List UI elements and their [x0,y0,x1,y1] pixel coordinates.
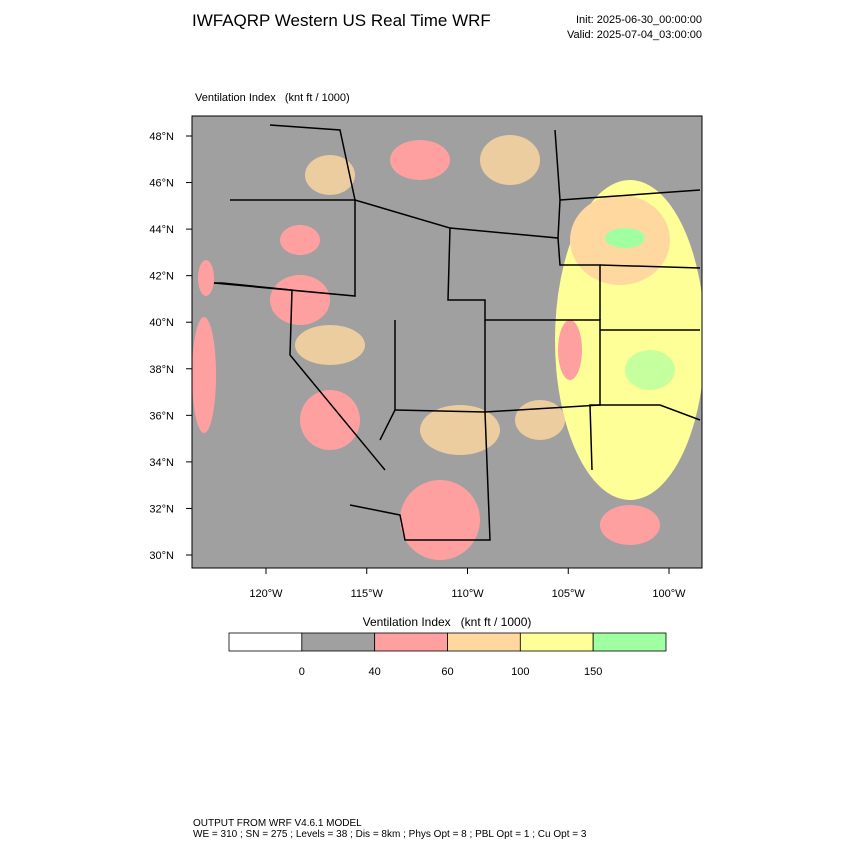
colorbar-tick-label: 100 [511,666,529,678]
lat-label: 48°N [149,131,174,143]
map-frame [191,115,703,569]
colorbar-segment [301,632,376,652]
colorbar-tick-label: 60 [441,666,453,678]
valid-time: Valid: 2025-07-04_03:00:00 [567,29,702,41]
footer-line: WE = 310 ; SN = 275 ; Levels = 38 ; Dis … [193,829,587,840]
footer-line: OUTPUT FROM WRF V4.6.1 MODEL [193,818,362,829]
colorbar-segment [519,632,594,652]
colorbar-tick-label: 0 [299,666,305,678]
colorbar-segment [228,632,303,652]
lon-label: 120°W [249,588,283,600]
lon-label: 105°W [552,588,586,600]
lat-label: 46°N [149,178,174,190]
state-borders [213,124,701,541]
lon-label: 100°W [652,588,686,600]
lat-label: 42°N [149,271,174,283]
lon-label: 110°W [451,588,484,600]
lon-label: 115°W [351,588,384,600]
lat-label: 44°N [149,224,174,236]
colorbar-segment [374,632,448,652]
colorbar-segment [592,632,667,652]
lat-label: 34°N [149,457,174,469]
field-patches [192,135,702,560]
lat-label: 30°N [149,550,174,562]
map [191,115,703,569]
colorbar-tick-label: 40 [369,666,381,678]
axis-labels: 48°N 46°N 44°N 42°N 40°N 38°N 36°N 34°N 32°N 30°N… [149,131,686,600]
lat-label: 36°N [149,410,174,422]
field-label: Ventilation Index (knt ft / 1000) [195,92,350,104]
init-time: Init: 2025-06-30_00:00:00 [576,14,702,26]
colorbar: 0 40 60 100 150 [228,632,667,678]
title: IWFAQRP Western US Real Time WRF [192,11,491,30]
colorbar-segment [447,632,521,652]
colorbar-tick-label: 150 [584,666,602,678]
lat-label: 38°N [149,364,174,376]
lat-label: 32°N [149,503,174,515]
lat-label: 40°N [149,317,174,329]
colorbar-title: Ventilation Index (knt ft / 1000) [363,615,532,629]
